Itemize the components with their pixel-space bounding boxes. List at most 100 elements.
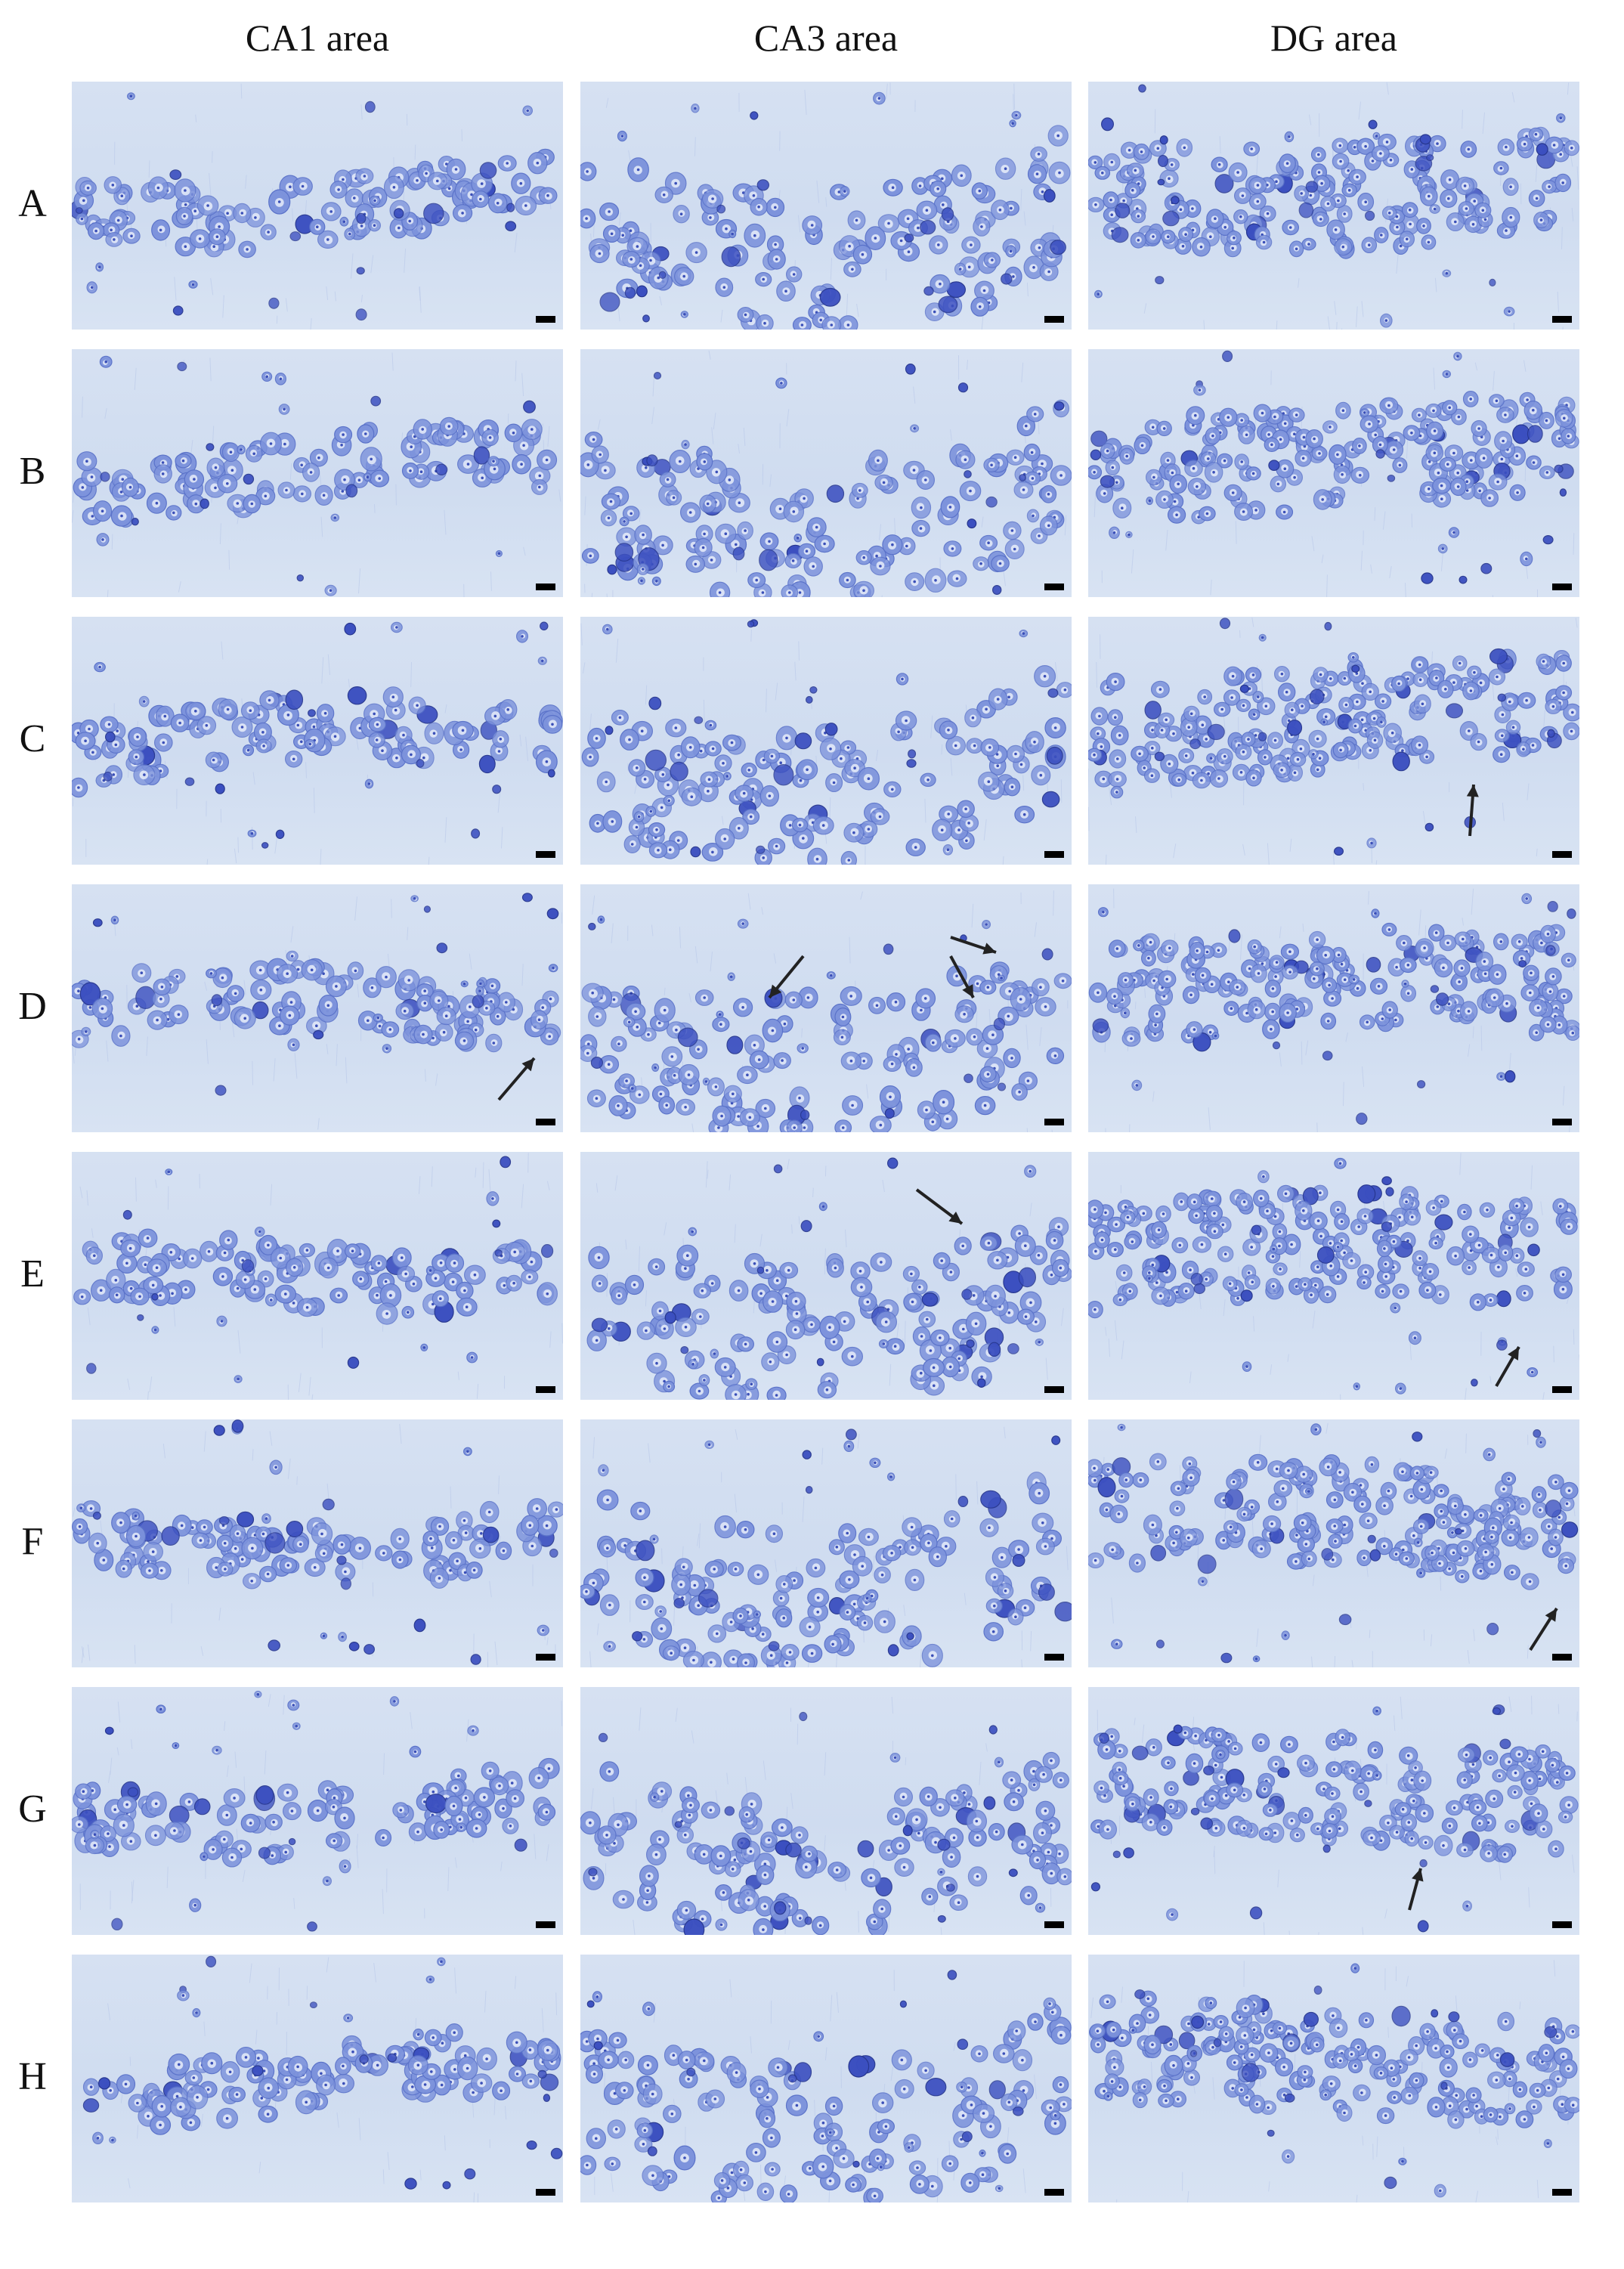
neuron-cell — [1332, 2053, 1349, 2069]
neuron-cell — [1516, 136, 1533, 152]
tissue-fiber — [688, 992, 691, 1003]
neuron-cell — [169, 2097, 191, 2117]
neuron-cell — [1497, 138, 1515, 156]
tissue-fiber — [243, 980, 246, 995]
neuron-cell — [1518, 960, 1527, 968]
neuron-cell — [1130, 232, 1146, 249]
neuron-cell — [1312, 211, 1329, 228]
neuron-cell — [785, 1320, 806, 1340]
neuron-cell — [522, 105, 533, 116]
neuron-cell — [1131, 209, 1146, 224]
neuron-cell — [1488, 668, 1506, 686]
neuron-cell — [628, 759, 646, 777]
neuron-cell — [1056, 682, 1072, 698]
neuron-cell — [805, 1485, 813, 1494]
neuron-cell — [1192, 772, 1211, 789]
neuron-cell — [1440, 2096, 1459, 2116]
neuron-cell — [1308, 749, 1319, 760]
tissue-fiber — [1465, 1433, 1467, 1453]
neuron-cell — [1319, 2089, 1332, 2101]
neuron-cell — [744, 223, 766, 248]
neuron-cell — [1041, 1862, 1062, 1885]
neuron-cell — [536, 750, 558, 773]
micrograph-image — [1088, 350, 1579, 597]
neuron-cell — [165, 1169, 173, 1175]
tissue-fiber — [1239, 630, 1241, 638]
tissue-fiber — [174, 277, 177, 301]
neuron-cell — [1050, 2026, 1072, 2045]
tissue-fiber — [106, 1040, 109, 1062]
tissue-fiber — [356, 1845, 359, 1868]
neuron-cell — [1149, 140, 1167, 157]
tissue-fiber — [981, 516, 984, 528]
row-label-d: D — [18, 985, 47, 1028]
neuron-cell — [1400, 2049, 1418, 2066]
neuron-cell — [716, 204, 726, 214]
tissue-fiber — [1409, 1339, 1412, 1360]
neuron-cell — [869, 1116, 892, 1132]
tissue-fiber — [964, 1593, 967, 1605]
neuron-cell — [515, 630, 528, 643]
neuron-cell — [382, 686, 404, 708]
neuron-cell — [472, 995, 484, 1008]
tissue-fiber — [790, 1793, 793, 1809]
neuron-cell — [688, 1227, 698, 1237]
neuron-cell — [1431, 2009, 1439, 2018]
neuron-cell — [989, 965, 1008, 984]
neuron-cell — [397, 1265, 416, 1283]
neuron-cell — [814, 534, 835, 553]
tissue-fiber — [1023, 211, 1026, 226]
tissue-fiber — [1576, 1711, 1578, 1722]
tissue-fiber — [589, 714, 592, 731]
neuron-cell — [1385, 1187, 1394, 1196]
neuron-cell — [916, 470, 935, 491]
neuron-cell — [973, 556, 989, 571]
tissue-fiber — [523, 546, 526, 556]
neuron-cell — [1347, 718, 1363, 734]
tissue-fiber — [824, 2047, 827, 2060]
neuron-cell — [408, 696, 426, 715]
tissue-fiber — [1305, 1040, 1309, 1056]
neuron-cell — [1432, 477, 1452, 494]
neuron-cell — [494, 1249, 503, 1257]
neuron-cell — [169, 1004, 189, 1025]
neuron-cell — [806, 517, 827, 537]
scale-bar — [1552, 1119, 1572, 1125]
neuron-cell — [1322, 420, 1338, 434]
tissue-fiber — [1465, 1388, 1467, 1400]
neuron-cell — [1517, 692, 1536, 709]
tissue-fiber — [735, 1429, 738, 1440]
neuron-cell — [905, 1808, 928, 1831]
tissue-fiber — [519, 734, 522, 747]
neuron-cell — [1002, 1771, 1022, 1789]
tissue-fiber — [597, 419, 601, 430]
tissue-fiber — [930, 715, 933, 738]
neuron-cell — [1106, 987, 1124, 1005]
neuron-cell — [1218, 2026, 1234, 2042]
neuron-cell — [714, 754, 732, 772]
tissue-fiber — [1121, 1340, 1124, 1360]
tissue-fiber — [326, 1957, 329, 1973]
tissue-fiber — [905, 1757, 907, 1766]
neuron-cell — [182, 1248, 203, 1269]
neuron-cell — [906, 759, 917, 768]
neuron-cell — [1412, 1432, 1423, 1442]
neuron-cell — [768, 1641, 780, 1651]
tissue-fiber — [1003, 571, 1006, 587]
tissue-fiber — [1134, 1717, 1136, 1726]
neuron-cell — [707, 1077, 725, 1097]
neuron-cell — [309, 2001, 317, 2008]
tissue-fiber — [450, 1486, 452, 1509]
neuron-cell — [292, 177, 313, 196]
neuron-cell — [497, 155, 517, 172]
tissue-fiber — [1021, 1659, 1022, 1667]
tissue-fiber — [131, 1739, 133, 1750]
neuron-cell — [1277, 1767, 1290, 1778]
neuron-cell — [338, 1632, 348, 1642]
tissue-fiber — [1492, 595, 1494, 597]
neuron-cell — [205, 751, 222, 769]
neuron-cell — [339, 1859, 351, 1874]
neuron-cell — [580, 2155, 597, 2175]
neuron-cell — [1150, 680, 1170, 698]
neuron-cell — [196, 1519, 213, 1535]
